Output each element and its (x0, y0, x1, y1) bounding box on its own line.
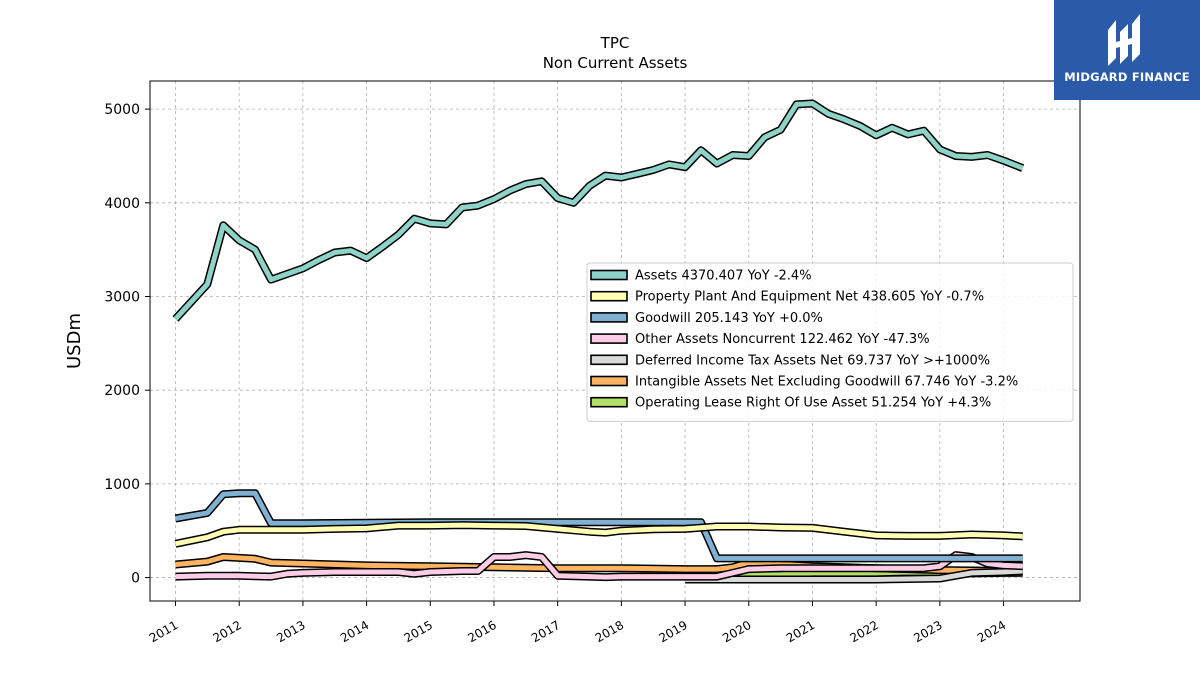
legend-item: Deferred Income Tax Assets Net 69.737 Yo… (590, 353, 990, 368)
x-tick-label: 2016 (465, 618, 498, 645)
series-line (174, 521, 1023, 548)
legend-label: Intangible Assets Net Excluding Goodwill… (635, 375, 1018, 390)
legend-swatch (590, 333, 628, 344)
x-tick-label: 2015 (402, 618, 435, 645)
x-tick-label: 2012 (211, 618, 244, 645)
legend-item: Property Plant And Equipment Net 438.605… (590, 290, 984, 305)
y-tick-label: 5000 (104, 102, 140, 118)
legend-swatch (590, 290, 628, 302)
legend-item: Assets 4370.407 YoY -2.4% (590, 269, 812, 284)
legend-label: Assets 4370.407 YoY -2.4% (635, 269, 812, 284)
x-tick-label: 2020 (720, 618, 753, 645)
x-tick-label: 2019 (656, 618, 689, 645)
y-tick-label: 1000 (104, 477, 140, 493)
legend-item: Goodwill 205.143 YoY +0.0% (590, 311, 823, 326)
x-tick-label: 2021 (784, 618, 817, 645)
x-tick-label: 2011 (147, 618, 180, 645)
legend-swatch (590, 269, 628, 281)
legend-swatch (590, 312, 628, 323)
legend-label: Goodwill 205.143 YoY +0.0% (635, 311, 823, 326)
legend-item: Intangible Assets Net Excluding Goodwill… (590, 375, 1018, 390)
midgard-logo-icon (1108, 14, 1140, 66)
series-stroke (685, 568, 1023, 582)
plot-frame (149, 80, 1081, 602)
legend: Assets 4370.407 YoY -2.4% Property Plant … (586, 262, 1074, 422)
x-tick-label: 2022 (848, 618, 881, 645)
x-tick-label: 2013 (274, 618, 307, 645)
legend-label: Operating Lease Right Of Use Asset 51.25… (635, 396, 991, 411)
chart-subtitle: Non Current Assets (543, 54, 688, 72)
series-layer (172, 99, 1025, 584)
brand-name: MIDGARD FINANCE (1064, 70, 1190, 84)
x-tick-label: 2018 (593, 618, 626, 645)
legend-item: Other Assets Noncurrent 122.462 YoY -47.… (590, 332, 930, 347)
legend-label: Other Assets Noncurrent 122.462 YoY -47.… (635, 332, 930, 347)
series-line (685, 567, 1023, 584)
series-line (175, 551, 1023, 582)
x-tick-label: 2023 (911, 618, 944, 645)
legend-swatch (590, 396, 628, 408)
legend-box (586, 262, 1074, 422)
x-tick-label: 2017 (529, 618, 562, 645)
x-tick-label: 2014 (338, 618, 371, 645)
series-line (174, 489, 1023, 563)
y-axis-label: USDm (64, 313, 85, 369)
legend-swatch (590, 354, 628, 366)
legend-label: Deferred Income Tax Assets Net 69.737 Yo… (635, 353, 990, 368)
y-tick-label: 3000 (104, 289, 140, 305)
brand-logo: MIDGARD FINANCE (1054, 0, 1200, 100)
y-tick-label: 2000 (104, 383, 140, 399)
series-stroke (173, 101, 1024, 321)
y-tick-label: 0 (131, 571, 140, 587)
y-tick-label: 4000 (104, 196, 140, 212)
legend-item: Operating Lease Right Of Use Asset 51.25… (590, 396, 991, 411)
series-stroke (175, 552, 1023, 580)
series-stroke (175, 490, 1023, 561)
legend-swatch (590, 375, 628, 387)
series-stroke (174, 522, 1023, 547)
legend-label: Property Plant And Equipment Net 438.605… (635, 290, 984, 305)
series-line (172, 99, 1025, 322)
x-tick-label: 2024 (975, 618, 1008, 645)
chart-title: TPC (600, 34, 630, 52)
